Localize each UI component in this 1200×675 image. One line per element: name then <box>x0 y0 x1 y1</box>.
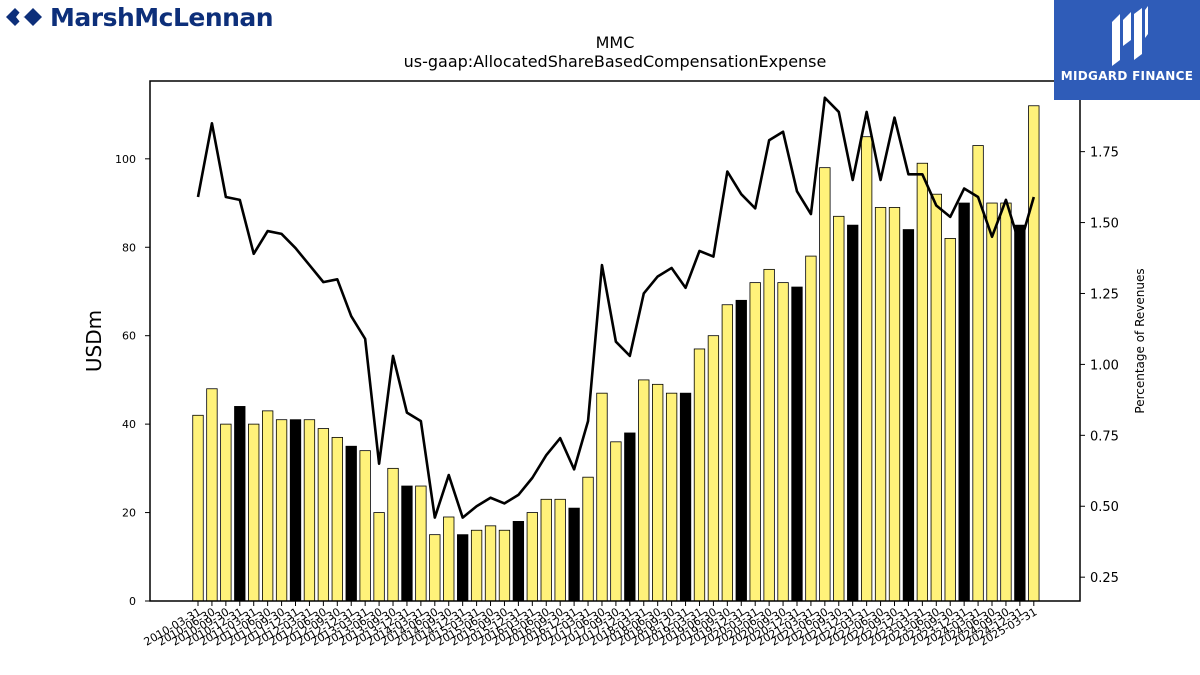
y2-tick-label: 1.75 <box>1090 146 1119 161</box>
bar <box>206 388 218 602</box>
marsh-mclennan-logo: MarshMcLennan <box>4 2 274 32</box>
bar <box>707 335 720 602</box>
midgard-emblem-icon <box>1112 6 1148 66</box>
y-axis-label-right: Percentage of Revenues <box>1133 268 1147 413</box>
bar <box>331 436 343 602</box>
bar <box>582 476 594 602</box>
bar <box>568 507 580 602</box>
bar <box>415 485 427 602</box>
midgard-finance-logo: MIDGARD FINANCE <box>1054 0 1200 100</box>
bar <box>693 348 706 602</box>
y-axis-right: 0.25 0.50 0.75 1.00 1.25 1.50 1.75 <box>1080 146 1119 586</box>
bar <box>1014 224 1026 602</box>
bar <box>1000 202 1012 602</box>
chart-title: MMC <box>595 33 635 52</box>
y-tick-label: 40 <box>122 418 136 431</box>
x-axis: 2010-03-312010-06-302010-09-302010-12-31… <box>142 601 1039 649</box>
bar <box>289 419 302 602</box>
y2-tick-label: 1.25 <box>1090 287 1119 302</box>
bar <box>721 304 733 602</box>
bar <box>902 229 915 602</box>
bar <box>624 432 636 602</box>
y-tick-label: 100 <box>115 153 136 166</box>
bar <box>387 467 399 602</box>
bar <box>192 414 204 602</box>
bar <box>665 392 678 602</box>
bar <box>735 299 747 602</box>
bar <box>1028 105 1040 602</box>
bar <box>429 534 441 602</box>
bar <box>596 392 608 602</box>
midgard-wordmark: MIDGARD FINANCE <box>1060 69 1194 83</box>
bar <box>986 202 998 602</box>
bar <box>638 379 650 602</box>
bar <box>888 207 901 602</box>
bar <box>220 423 232 602</box>
bar <box>275 419 288 602</box>
bar <box>847 224 859 602</box>
bar <box>261 410 274 602</box>
bar <box>373 512 385 602</box>
y-tick-label: 0 <box>129 595 136 608</box>
bar <box>498 529 511 602</box>
bar <box>958 202 970 602</box>
bar <box>610 441 622 602</box>
bar <box>749 282 761 602</box>
y2-tick-label: 1.50 <box>1090 217 1119 232</box>
bar <box>819 167 831 602</box>
y-axis-left: 0 20 40 60 80 100 <box>115 153 150 608</box>
bar <box>679 392 692 602</box>
bar <box>930 193 942 602</box>
y2-tick-label: 1.00 <box>1090 358 1119 373</box>
bar <box>805 255 817 602</box>
bar <box>540 498 552 602</box>
bar <box>944 238 956 602</box>
plot-frame <box>149 80 1081 602</box>
y2-tick-label: 0.75 <box>1090 429 1119 444</box>
bar <box>833 215 845 602</box>
bar <box>763 268 775 602</box>
y-tick-label: 80 <box>122 241 136 254</box>
bar <box>874 207 887 602</box>
y-tick-label: 60 <box>122 330 136 343</box>
bar <box>484 525 497 602</box>
bar <box>777 282 789 602</box>
bar-series <box>192 105 1040 602</box>
bar <box>303 419 316 602</box>
bar <box>317 428 330 602</box>
bar <box>652 383 664 602</box>
mmc-emblem-icon <box>6 8 42 26</box>
bar <box>554 498 566 602</box>
chart-subtitle: us-gaap:AllocatedShareBasedCompensationE… <box>403 52 827 71</box>
bar <box>972 145 984 602</box>
bar <box>512 521 525 602</box>
bar <box>401 485 413 602</box>
bar <box>470 529 483 602</box>
y-tick-label: 20 <box>122 507 136 520</box>
y2-tick-label: 0.25 <box>1090 571 1119 586</box>
bar <box>443 516 455 602</box>
bar <box>248 423 260 602</box>
bar <box>234 406 246 602</box>
bar <box>791 286 803 602</box>
y-axis-label-left: USDm <box>82 310 106 372</box>
chart-title-block: MMC us-gaap:AllocatedShareBasedCompensat… <box>150 33 1080 71</box>
bar <box>916 162 929 602</box>
bar <box>359 450 371 602</box>
percentage-line <box>196 96 1036 519</box>
bar <box>345 445 357 602</box>
bar <box>526 512 538 602</box>
bar <box>457 534 469 602</box>
y2-tick-label: 0.50 <box>1090 500 1119 515</box>
bar <box>860 136 873 602</box>
mmc-wordmark: MarshMcLennan <box>50 2 274 32</box>
